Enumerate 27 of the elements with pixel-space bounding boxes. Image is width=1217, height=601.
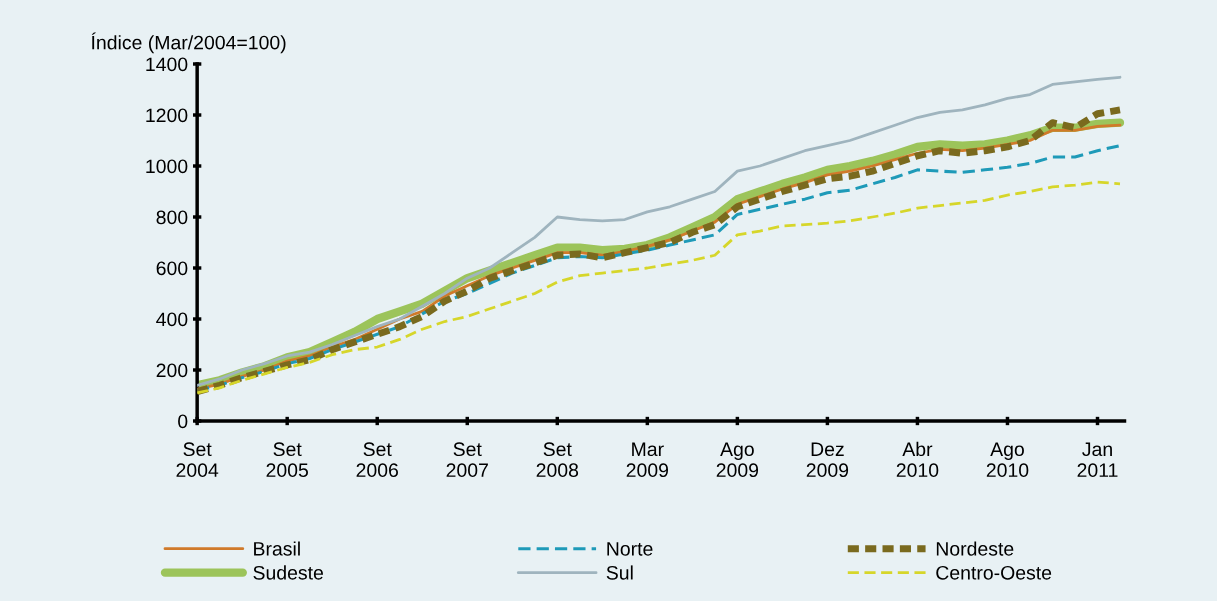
- legend-label: Nordeste: [936, 541, 1014, 556]
- y-tick-label: 800: [156, 210, 188, 225]
- x-tick-label: Set 2007: [446, 442, 488, 478]
- x-tick-label: Set 2005: [266, 442, 308, 478]
- x-tick-label: Abr 2010: [896, 441, 939, 478]
- legend-label: Norte: [607, 542, 653, 556]
- y-tick-label: 200: [156, 363, 188, 378]
- y-tick-label: 1200: [146, 108, 188, 123]
- line-series: [197, 180, 1122, 395]
- y-tick-label: 1000: [146, 159, 188, 174]
- legend-label: Sudeste: [253, 565, 323, 580]
- x-tick-label: Set 2006: [356, 442, 398, 478]
- y-tick-label: 400: [156, 312, 188, 327]
- x-tick-label: Set 2008: [536, 442, 579, 478]
- x-tick-label: Dez 2009: [806, 442, 849, 478]
- legend-label: Centro-Oeste: [936, 565, 1052, 580]
- x-tick-label: Jan 2011: [1077, 442, 1118, 478]
- x-tick-label: Mar 2009: [626, 442, 669, 478]
- y-tick-label: 600: [156, 261, 188, 276]
- y-axis-title: Índice (Mar/2004=100): [91, 32, 286, 54]
- legend-label: Sul: [606, 565, 633, 580]
- y-tick-label: 1400: [146, 57, 188, 72]
- x-tick-label: Ago 2009: [716, 442, 759, 478]
- y-tick-label: 0: [178, 414, 188, 429]
- x-tick-label: Set 2004: [176, 442, 219, 478]
- legend-label: Brasil: [254, 541, 300, 556]
- x-tick-label: Ago 2010: [986, 442, 1029, 478]
